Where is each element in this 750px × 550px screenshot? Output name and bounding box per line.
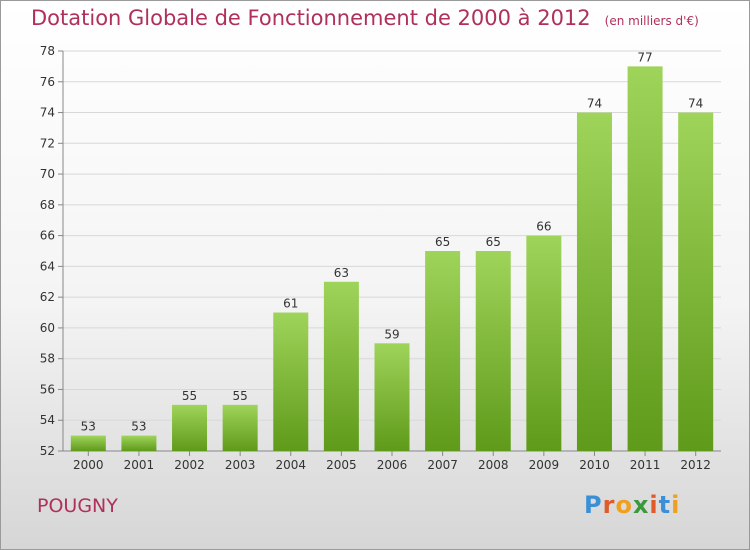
logo-letter: P: [584, 491, 603, 519]
value-label: 63: [334, 266, 349, 280]
y-tick-label: 62: [40, 290, 55, 304]
value-label: 59: [384, 327, 399, 341]
bar-2008: [475, 251, 511, 451]
logo-letter: t: [658, 491, 672, 519]
unit-note: (en milliers d'€): [604, 14, 699, 28]
value-label: 74: [688, 97, 703, 111]
bar-2006: [374, 343, 410, 451]
proxiti-logo: Proxiti: [584, 491, 680, 519]
y-tick-label: 64: [40, 259, 55, 273]
logo-letter: x: [632, 491, 650, 519]
logo-letter: o: [615, 491, 633, 519]
x-tick-label: 2012: [680, 458, 711, 472]
logo-letter: r: [602, 491, 616, 519]
bar-2000: [70, 435, 106, 451]
bar-2012: [678, 112, 714, 452]
bar-2004: [273, 312, 309, 451]
x-tick-label: 2000: [73, 458, 104, 472]
x-tick-label: 2005: [326, 458, 357, 472]
value-label: 61: [283, 297, 298, 311]
x-tick-label: 2001: [124, 458, 155, 472]
bar-2009: [526, 235, 562, 451]
bar-2007: [425, 251, 461, 451]
x-tick-label: 2010: [579, 458, 610, 472]
x-tick-label: 2011: [630, 458, 661, 472]
logo-letter: i: [649, 491, 659, 519]
bars: [70, 66, 714, 452]
y-tick-label: 68: [40, 198, 55, 212]
value-label: 74: [587, 97, 602, 111]
value-label: 65: [486, 235, 501, 249]
value-label: 55: [233, 389, 248, 403]
labels: 53 2000 53 2001 55 2002 55 2003 61 2004 63 2005 59 20…: [73, 50, 711, 472]
y-tick-label: 66: [40, 229, 55, 243]
value-label: 55: [182, 389, 197, 403]
value-label: 65: [435, 235, 450, 249]
x-tick-label: 2008: [478, 458, 509, 472]
x-tick-label: 2007: [427, 458, 458, 472]
value-label: 53: [131, 420, 146, 434]
y-tick-label: 76: [40, 75, 55, 89]
bar-2001: [121, 435, 157, 451]
x-tick-label: 2009: [529, 458, 560, 472]
chart-title: Dotation Globale de Fonctionnement de 20…: [31, 6, 699, 30]
y-tick-label: 70: [40, 167, 55, 181]
value-label: 77: [637, 50, 652, 64]
bar-2003: [222, 404, 258, 451]
place-name: POUGNY: [37, 495, 118, 517]
bar-2011: [627, 66, 663, 451]
value-label: 53: [81, 420, 96, 434]
logo-letter: i: [671, 491, 681, 519]
bar-2010: [576, 112, 612, 452]
y-tick-label: 56: [40, 382, 55, 396]
y-tick-label: 78: [40, 44, 55, 58]
y-tick-label: 54: [40, 413, 55, 427]
y-tick-label: 72: [40, 136, 55, 150]
y-tick-label: 74: [40, 106, 55, 120]
y-tick-label: 58: [40, 352, 55, 366]
value-label: 66: [536, 220, 551, 234]
title-text: Dotation Globale de Fonctionnement de 20…: [31, 6, 591, 30]
y-tick-label: 60: [40, 321, 55, 335]
x-tick-label: 2003: [225, 458, 256, 472]
y-tick-label: 52: [40, 444, 55, 458]
x-tick-label: 2006: [377, 458, 408, 472]
bar-2002: [172, 404, 208, 451]
bar-2005: [323, 281, 359, 451]
x-tick-label: 2002: [174, 458, 205, 472]
x-tick-label: 2004: [275, 458, 306, 472]
